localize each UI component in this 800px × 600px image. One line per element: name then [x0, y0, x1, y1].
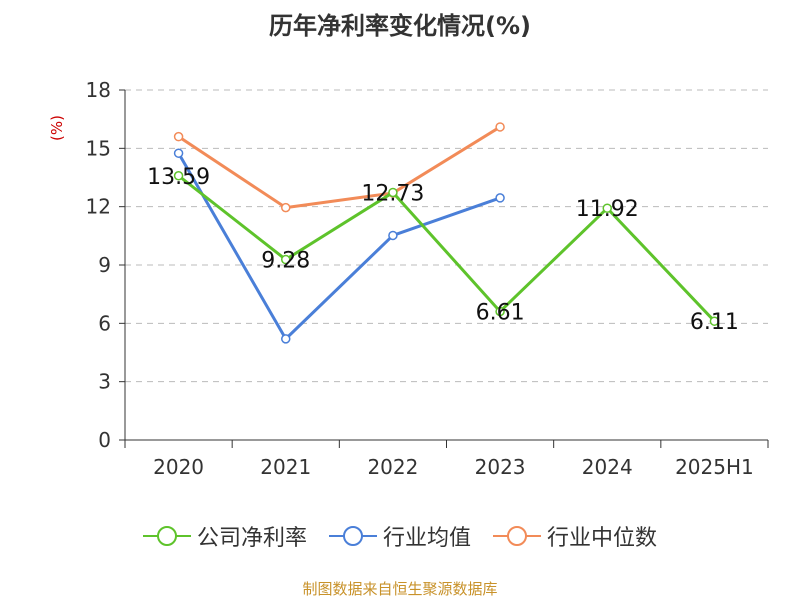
- data-label-2024: 11.92: [576, 197, 639, 222]
- x-tick-label-2023: 2023: [475, 455, 526, 479]
- data-label-2025H1: 6.11: [690, 310, 739, 335]
- series-0-point-2022: [388, 187, 398, 198]
- series-2-point-2021: [281, 202, 291, 213]
- x-tick-label-2022: 2022: [367, 455, 418, 479]
- series-0-point-2023: [495, 306, 505, 317]
- series-0-point-2020: [173, 171, 184, 181]
- x-tick-label-2025H1: 2025H1: [675, 455, 754, 479]
- series-1-point-2021: [281, 334, 291, 344]
- legend: 公司净利率 行业均值 行业中位数: [0, 520, 800, 552]
- x-tick-label-2021: 2021: [260, 455, 311, 479]
- chart-title: 历年净利率变化情况(%): [269, 12, 531, 40]
- data-label-2021: 9.28: [261, 249, 310, 274]
- y-tick-label-3: 3: [98, 370, 111, 394]
- series-1-point-2023: [495, 193, 505, 203]
- data-label-2020: 13.59: [147, 165, 210, 190]
- legend-item-industry-median[interactable]: 行业中位数: [493, 520, 657, 552]
- series-line-1: [177, 152, 501, 341]
- series-1-point-2022: [388, 230, 398, 241]
- y-tick-label-18: 18: [86, 78, 111, 102]
- series-0-point-2021: [281, 254, 291, 265]
- series-1-point-2020: [173, 148, 184, 158]
- x-tick-label-2020: 2020: [153, 455, 204, 479]
- legend-label-industry-median: 行业中位数: [547, 526, 658, 551]
- series-0-point-2025H1: [709, 316, 720, 326]
- y-axis-label: (%): [48, 115, 66, 141]
- legend-item-industry-mean[interactable]: 行业均值: [328, 520, 471, 552]
- legend-swatch-industry-mean: [328, 526, 377, 546]
- series-2-point-2023: [495, 122, 505, 132]
- legend-swatch-company: [142, 526, 191, 546]
- y-tick-label-9: 9: [98, 253, 111, 277]
- y-tick-label-6: 6: [98, 311, 111, 335]
- source-note: 制图数据来自恒生聚源数据库: [302, 580, 498, 598]
- series-0-point-2024: [602, 203, 612, 213]
- series-line-2: [177, 125, 501, 210]
- y-tick-label-12: 12: [86, 195, 111, 219]
- legend-item-company[interactable]: 公司净利率: [142, 520, 307, 552]
- data-label-2022: 12.73: [361, 181, 424, 206]
- data-label-2023: 6.61: [476, 300, 525, 325]
- x-tick-label-2024: 2024: [582, 455, 633, 479]
- legend-swatch-industry-median: [493, 526, 541, 546]
- y-tick-label-15: 15: [86, 136, 111, 160]
- y-tick-label-0: 0: [98, 428, 111, 452]
- series-line-0: [177, 174, 716, 323]
- legend-label-industry-mean: 行业均值: [382, 526, 471, 551]
- series-2-point-2020: [173, 131, 184, 142]
- legend-label-company: 公司净利率: [196, 526, 307, 551]
